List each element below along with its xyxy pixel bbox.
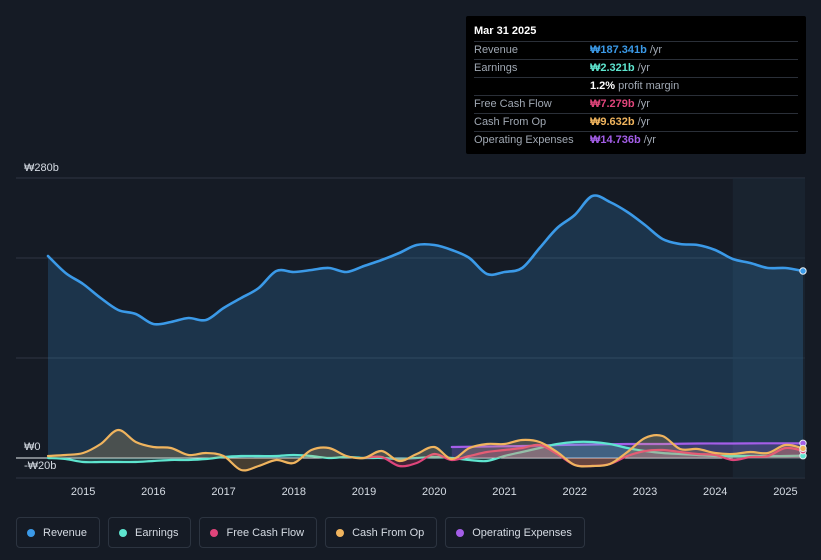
x-tick-label: 2017 (211, 486, 235, 498)
x-tick-label: 2021 (492, 486, 516, 498)
x-tick-label: 2020 (422, 486, 446, 498)
legend-dot-icon (456, 528, 465, 537)
legend-item-free-cash-flow[interactable]: Free Cash Flow (199, 517, 318, 548)
cash-from-op-end-point (799, 444, 807, 453)
legend-dot-icon (210, 528, 219, 537)
tooltip-row-value: ₩9.632b (590, 116, 635, 128)
tooltip-row-label: Free Cash Flow (474, 98, 552, 110)
data-tooltip: Mar 31 2025 Revenue ₩187.341b/yr Earnings ₩… (466, 16, 806, 154)
x-tick-label: 2019 (352, 486, 376, 498)
tooltip-row: Operating Expenses ₩14.736b/yr (474, 132, 798, 149)
tooltip-row-label: Cash From Op (474, 116, 547, 128)
x-tick-label: 2022 (563, 486, 587, 498)
tooltip-date: Mar 31 2025 (474, 22, 798, 42)
series-layer (46, 194, 805, 472)
revenue-line (46, 194, 805, 326)
legend-label: Earnings (135, 526, 179, 539)
x-tick-label: 2016 (141, 486, 165, 498)
legend-label: Revenue (43, 526, 88, 539)
x-tick-label: 2024 (703, 486, 727, 498)
tooltip-row: 1.2% profit margin (474, 78, 798, 96)
tooltip-rows: Revenue ₩187.341b/yr Earnings ₩2.321b/yr 1.2… (474, 42, 798, 149)
legend-label: Cash From Op (352, 526, 425, 539)
tooltip-row-value: ₩2.321b (590, 62, 635, 74)
tooltip-row: Revenue ₩187.341b/yr (474, 42, 798, 60)
tooltip-row-unit: /yr (643, 134, 656, 146)
x-axis: 2015 2016 2017 2018 2019 2020 2021 2022 2023 2024… (71, 486, 798, 498)
legend-item-earnings[interactable]: Earnings (108, 517, 192, 548)
tooltip-row: Free Cash Flow ₩7.279b/yr (474, 96, 798, 114)
tooltip-row-unit: /yr (637, 62, 650, 74)
tooltip-row: Earnings ₩2.321b/yr (474, 60, 798, 78)
tooltip-row-unit: profit margin (618, 80, 680, 92)
tooltip-row-label (474, 78, 590, 95)
y-label-zero: ₩0 (24, 441, 41, 453)
operating-expenses-line (450, 442, 805, 449)
x-tick-label: 2025 (773, 486, 797, 498)
tooltip-row-value: 1.2% (590, 80, 616, 92)
x-tick-label: 2015 (71, 486, 95, 498)
tooltip-row-label: Revenue (474, 44, 519, 56)
tooltip-row: Cash From Op ₩9.632b/yr (474, 114, 798, 132)
legend-item-revenue[interactable]: Revenue (16, 517, 101, 548)
y-label-top: ₩280b (24, 162, 59, 174)
chart-legend: Revenue Earnings Free Cash Flow Cash From O… (16, 517, 585, 548)
tooltip-row-label: Earnings (474, 62, 518, 74)
legend-item-cash-from-op[interactable]: Cash From Op (325, 517, 438, 548)
y-label-bottom: -₩20b (24, 460, 56, 472)
tooltip-row-unit: /yr (637, 116, 650, 128)
x-tick-label: 2018 (282, 486, 306, 498)
tooltip-row-unit: /yr (637, 98, 650, 110)
cash-from-op-line (46, 428, 805, 472)
tooltip-row-unit: /yr (649, 44, 663, 56)
x-tick-label: 2023 (633, 486, 657, 498)
legend-dot-icon (336, 528, 345, 537)
legend-label: Free Cash Flow (226, 526, 305, 539)
tooltip-row-label: Operating Expenses (474, 134, 574, 146)
legend-dot-icon (27, 528, 35, 537)
end-markers (799, 267, 807, 460)
tooltip-row-value: ₩7.279b (590, 98, 635, 110)
legend-label: Operating Expenses (472, 526, 572, 539)
revenue-area (48, 195, 803, 458)
revenue-end-point (799, 267, 807, 275)
tooltip-row-value: ₩187.341b (590, 44, 647, 56)
forecast-band (732, 178, 805, 478)
legend-item-operating-expenses[interactable]: Operating Expenses (445, 517, 585, 548)
legend-dot-icon (119, 528, 128, 537)
tooltip-row-value: ₩14.736b (590, 134, 641, 146)
gridlines (16, 177, 805, 479)
